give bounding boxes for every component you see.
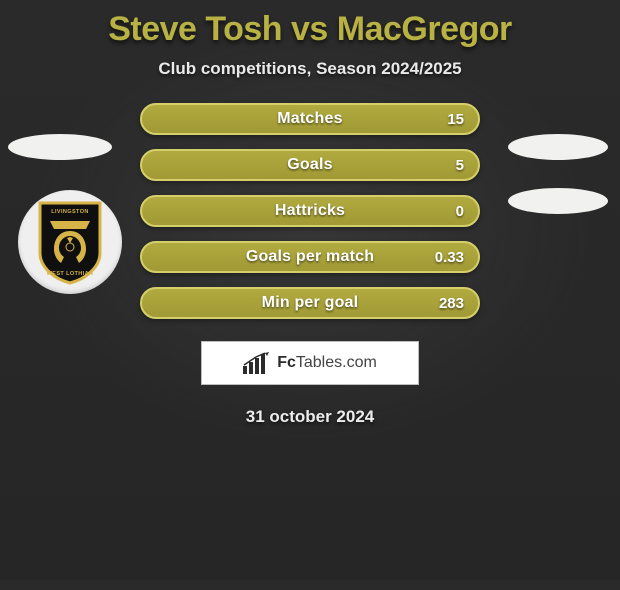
right-ellipse-1 (508, 134, 608, 160)
stat-right-value: 283 (439, 289, 464, 317)
shield-top-text: LIVINGSTON (51, 209, 89, 215)
stat-label: Min per goal (142, 289, 478, 317)
stat-label: Matches (142, 105, 478, 133)
stat-row: Min per goal283 (140, 287, 480, 319)
stat-row: Matches15 (140, 103, 480, 135)
stat-right-value: 5 (456, 151, 464, 179)
right-ellipse-2 (508, 188, 608, 214)
shield-bottom-text: WEST LOTHIAN (47, 271, 94, 277)
stat-row: Goals5 (140, 149, 480, 181)
shield-icon: LIVINGSTON WEST LOTHIAN (36, 199, 104, 285)
chart-icon (243, 352, 271, 374)
stat-label: Goals (142, 151, 478, 179)
stat-label: Hattricks (142, 197, 478, 225)
comparison-subtitle: Club competitions, Season 2024/2025 (0, 59, 620, 79)
brand-card: FcTables.com (201, 341, 419, 385)
club-badge: LIVINGSTON WEST LOTHIAN (18, 190, 122, 294)
stat-right-value: 15 (447, 105, 464, 133)
brand-bold: Fc (277, 354, 296, 371)
stat-label: Goals per match (142, 243, 478, 271)
left-ellipse (8, 134, 112, 160)
brand-name: FcTables.com (277, 354, 377, 372)
stat-row: Hattricks0 (140, 195, 480, 227)
stat-right-value: 0 (456, 197, 464, 225)
snapshot-date: 31 october 2024 (0, 407, 620, 427)
comparison-title: Steve Tosh vs MacGregor (0, 10, 620, 49)
stat-row: Goals per match0.33 (140, 241, 480, 273)
stat-right-value: 0.33 (435, 243, 464, 271)
brand-thin: Tables.com (296, 354, 377, 371)
